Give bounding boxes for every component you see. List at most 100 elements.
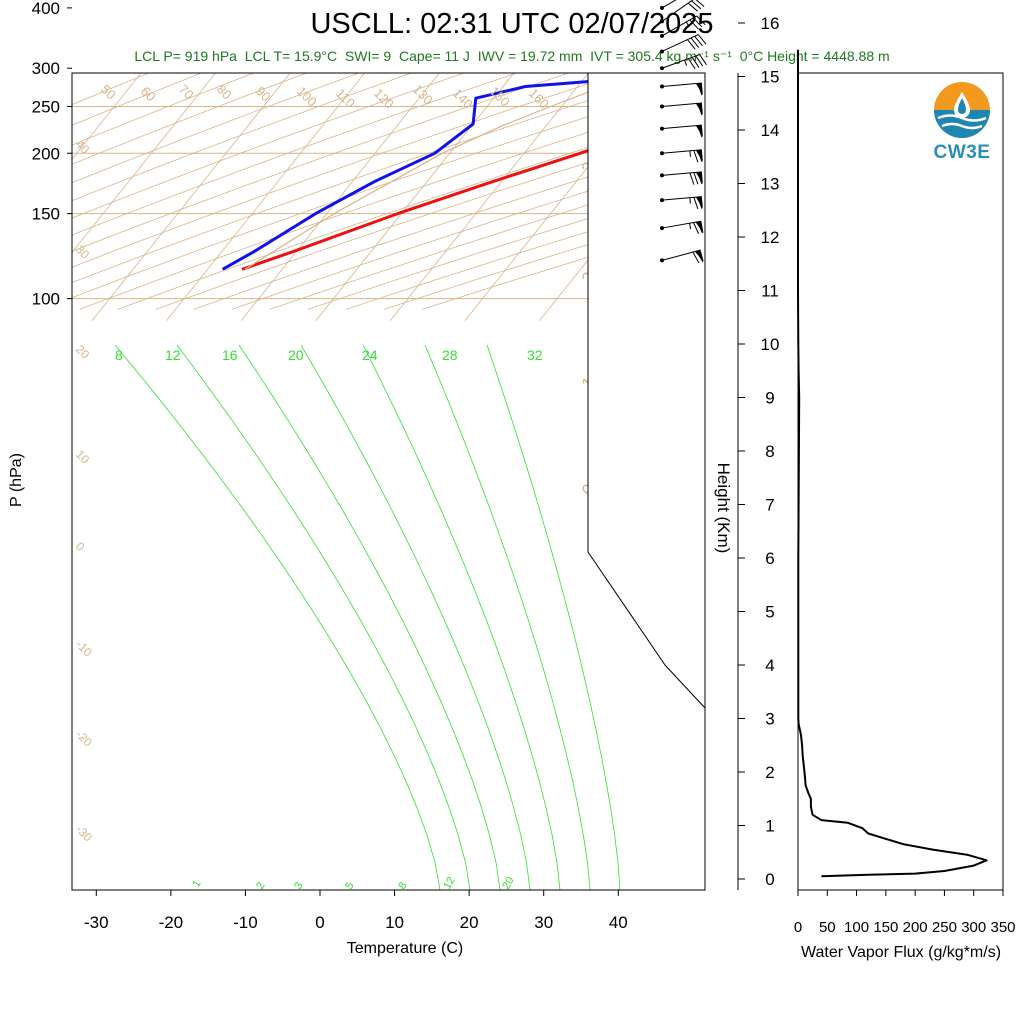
barb-flag xyxy=(697,83,703,96)
moist-adiabat xyxy=(176,344,471,890)
flux-x-tick-label: 150 xyxy=(873,919,898,936)
flux-line xyxy=(797,49,988,878)
barb-flag xyxy=(695,0,705,7)
x-tick-label: 20 xyxy=(460,913,479,932)
barb-staff xyxy=(661,249,701,261)
height-tick-label: 15 xyxy=(761,68,780,87)
barb-flag xyxy=(687,58,696,70)
wind-barb xyxy=(660,102,703,116)
y-tick-label: 150 xyxy=(32,205,60,224)
cw3e-logo-icon xyxy=(934,82,990,138)
barb-half-flag xyxy=(684,59,688,66)
barb-flag xyxy=(691,0,702,10)
mixing-ratio-line xyxy=(902,0,1024,8)
y-tick-label: 100 xyxy=(32,290,60,309)
mixing-ratio-line xyxy=(995,0,1024,8)
mixing-ratio-label: 3 xyxy=(292,880,305,891)
series-flux xyxy=(797,49,988,878)
barb-staff xyxy=(661,0,694,22)
barb-flag xyxy=(691,57,700,68)
barb-flag xyxy=(687,2,698,12)
wind-barb xyxy=(660,124,703,138)
barb-staff xyxy=(661,220,702,229)
wind-barb xyxy=(660,196,703,210)
flux-x-tick-label: 250 xyxy=(932,919,957,936)
wind-barb xyxy=(660,171,703,185)
barb-staff xyxy=(661,171,702,176)
wind-barb xyxy=(660,54,707,71)
isotherm-label: 120 xyxy=(371,86,397,112)
mixing-ratio-label: 28 xyxy=(442,347,458,363)
flux-x-tick-label: 50 xyxy=(819,919,836,936)
skew-t-frame xyxy=(71,72,706,891)
barb-flag xyxy=(686,39,696,50)
barb-flag xyxy=(697,125,703,138)
barb-staff xyxy=(661,82,702,87)
barb-flag xyxy=(689,19,699,30)
moist-adiabat xyxy=(300,344,531,890)
cw3e-logo: CW3E xyxy=(924,80,1000,170)
flux-x-tick-label: 0 xyxy=(794,919,802,936)
isotherm-label: 80 xyxy=(214,82,235,103)
flux-x-tick-label: 350 xyxy=(990,919,1015,936)
x-tick-label: 0 xyxy=(315,913,324,932)
mixing-ratio-line xyxy=(808,0,1024,8)
dry-adiabat xyxy=(72,73,623,268)
flux-x-tick-label: 300 xyxy=(961,919,986,936)
isotherm-label: 100 xyxy=(294,84,320,110)
barb-flag xyxy=(697,34,707,45)
isotherm-line xyxy=(464,73,664,321)
isotherm-label: 20 xyxy=(73,342,93,362)
y-tick-label: 300 xyxy=(32,59,60,78)
barb-flag xyxy=(689,172,695,185)
barb-flag xyxy=(697,196,703,209)
x-tick-label: 40 xyxy=(609,913,628,932)
flux-axis-label: Water Vapor Flux (g/kg*m/s) xyxy=(801,944,1001,961)
wind-barb xyxy=(660,249,704,264)
height-tick-label: 0 xyxy=(765,870,774,889)
barb-flag xyxy=(694,35,703,47)
isotherm-label: 110 xyxy=(333,86,358,111)
moist-adiabat xyxy=(114,344,441,890)
moist-adiabat xyxy=(362,344,561,890)
height-axis-label: Height (Km) xyxy=(714,463,733,554)
isotherm-label: 150 xyxy=(487,84,513,110)
dry-adiabat xyxy=(72,73,676,284)
isotherm-label: 70 xyxy=(176,82,197,103)
barb-staff xyxy=(661,15,697,37)
isotherm-line xyxy=(72,73,217,254)
isotherm-line xyxy=(912,0,1024,321)
dry-adiabat xyxy=(72,73,256,146)
isotherm-label: 30 xyxy=(73,242,93,262)
height-tick-label: 12 xyxy=(761,228,780,247)
barb-staff xyxy=(661,34,699,52)
dry-adiabat xyxy=(72,73,571,252)
isotherm-line xyxy=(315,73,515,321)
barb-staff xyxy=(661,196,702,201)
wind-barb xyxy=(660,149,703,163)
barb-half-flag xyxy=(689,150,691,157)
wind-barb xyxy=(660,0,705,24)
wind-barb xyxy=(660,82,703,96)
lcl-temperature: LCL T= 15.9°C xyxy=(244,48,338,64)
x-tick-label: -20 xyxy=(159,913,184,932)
swi-value: SWI= 9 xyxy=(344,48,392,64)
isotherm-label: 10 xyxy=(73,447,93,467)
dry-adiabat xyxy=(72,73,518,236)
mixing-ratio-label: 12 xyxy=(441,875,458,892)
height-tick-label: 3 xyxy=(765,710,774,729)
isotherm-line xyxy=(91,73,291,321)
dry-adiabat xyxy=(79,95,705,310)
barb-flag xyxy=(697,103,703,116)
barb-staff xyxy=(661,102,702,107)
mixing-ratio-label: 8 xyxy=(115,347,123,363)
x-axis-label: Temperature (C) xyxy=(347,940,463,957)
barb-staff xyxy=(661,124,702,130)
barb-flag xyxy=(696,221,703,234)
series-parcel xyxy=(244,73,641,270)
dry-adiabat xyxy=(117,110,705,310)
height-tick-label: 6 xyxy=(765,549,774,568)
wind-barb xyxy=(660,220,704,235)
barb-flag xyxy=(696,250,704,263)
